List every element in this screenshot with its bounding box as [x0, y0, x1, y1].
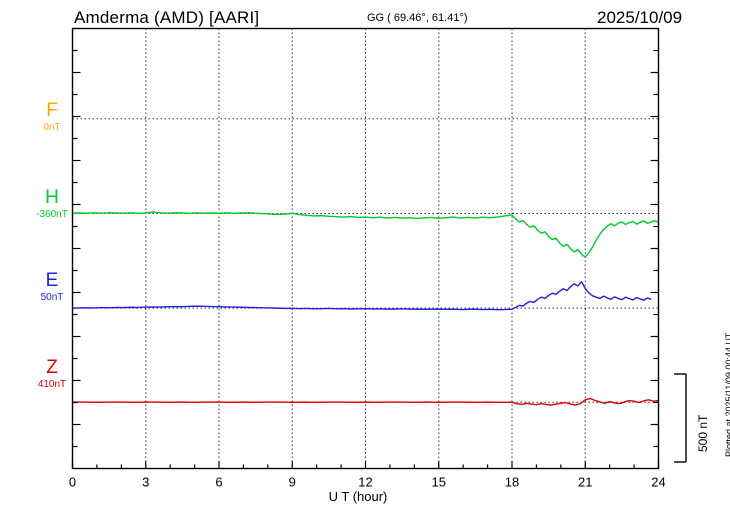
x-tick-label: 9: [289, 475, 296, 490]
component-baseline-H: -360nT: [36, 209, 68, 220]
x-tick-label: 15: [432, 475, 446, 490]
x-tick-label: 0: [69, 475, 76, 490]
scale-bar-label: 500 nT: [696, 414, 710, 452]
station-title: Amderma (AMD) [AARI]: [74, 8, 260, 27]
x-tick-label: 12: [358, 475, 372, 490]
x-tick-label: 6: [215, 475, 222, 490]
x-tick-label: 21: [578, 475, 592, 490]
trace-E: [72, 281, 652, 311]
geographic-coordinates: GG ( 69.46°, 61.41°): [367, 12, 468, 24]
x-axis-title: U T (hour): [328, 489, 388, 504]
component-baseline-E: 50nT: [40, 292, 64, 303]
x-tick-label: 3: [142, 475, 149, 490]
component-label-E: E 50nT: [24, 271, 80, 304]
x-tick-label: 24: [651, 475, 665, 490]
component-symbol-F: F: [46, 100, 58, 121]
component-symbol-E: E: [45, 270, 59, 291]
component-label-Z: Z 410nT: [24, 358, 80, 391]
component-symbol-Z: Z: [46, 357, 58, 378]
trace-H: [72, 211, 659, 258]
component-label-F: F 0nT: [24, 101, 80, 134]
component-baseline-F: 0nT: [43, 122, 61, 133]
component-symbol-H: H: [45, 187, 59, 208]
plotted-timestamp: Plotted at 2025/11/09 00:44 UT: [724, 332, 730, 457]
x-tick-label: 18: [505, 475, 519, 490]
component-label-H: H -360nT: [24, 188, 80, 221]
component-baseline-Z: 410nT: [37, 379, 67, 390]
observation-date: 2025/10/09: [597, 8, 683, 27]
trace-Z: [72, 397, 659, 406]
